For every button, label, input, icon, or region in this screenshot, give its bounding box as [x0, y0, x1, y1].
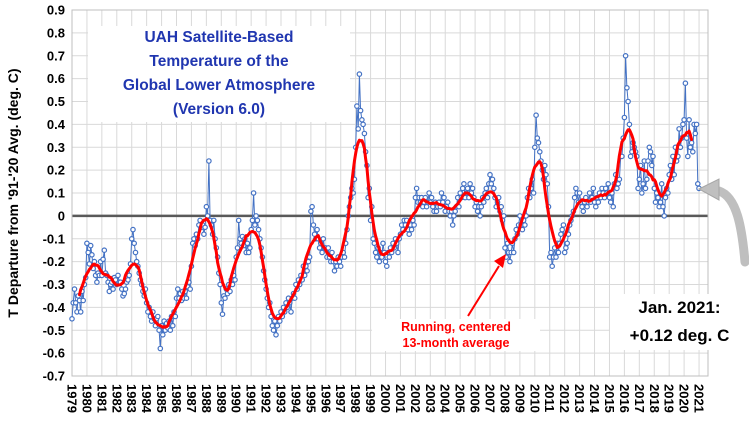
svg-text:1992: 1992 [259, 384, 274, 413]
latest-value-annotation: Jan. 2021: +0.12 deg. C [610, 294, 749, 350]
svg-text:1982: 1982 [109, 384, 124, 413]
svg-text:2003: 2003 [423, 384, 438, 413]
svg-text:2001: 2001 [393, 384, 408, 413]
svg-text:1980: 1980 [79, 384, 94, 413]
svg-text:1987: 1987 [184, 384, 199, 413]
svg-text:2006: 2006 [468, 384, 483, 413]
svg-text:-0.7: -0.7 [43, 369, 65, 384]
svg-text:1991: 1991 [244, 384, 259, 413]
svg-text:-0.2: -0.2 [43, 254, 65, 269]
svg-text:2018: 2018 [647, 384, 662, 413]
svg-text:1996: 1996 [318, 384, 333, 413]
svg-text:1981: 1981 [94, 384, 109, 413]
svg-text:2014: 2014 [587, 384, 602, 414]
svg-text:-0.5: -0.5 [43, 323, 65, 338]
svg-text:1988: 1988 [199, 384, 214, 413]
svg-text:2007: 2007 [483, 384, 498, 413]
svg-text:0.6: 0.6 [47, 71, 65, 86]
svg-text:1997: 1997 [333, 384, 348, 413]
svg-text:0.4: 0.4 [47, 117, 66, 132]
svg-text:2021: 2021 [692, 384, 707, 413]
running-average-line [78, 128, 694, 329]
latest-value-annotation-line1: Jan. 2021: [638, 298, 721, 317]
svg-text:1985: 1985 [154, 384, 169, 413]
svg-text:2013: 2013 [572, 384, 587, 413]
svg-text:1986: 1986 [169, 384, 184, 413]
svg-text:-0.4: -0.4 [43, 300, 66, 315]
svg-text:2015: 2015 [602, 384, 617, 413]
svg-text:1993: 1993 [274, 384, 289, 413]
axes-and-tick-labels: -0.7 -0.6 -0.5 -0.4 -0.3 -0.2 -0.1 0 0.1 0.2 0.3 0.… [43, 3, 709, 414]
svg-text:2009: 2009 [512, 384, 527, 413]
svg-text:2004: 2004 [438, 384, 453, 414]
chart-title-line3: Global Lower Atmosphere [122, 77, 316, 94]
svg-text:2000: 2000 [378, 384, 393, 413]
svg-text:1998: 1998 [348, 384, 363, 413]
svg-text:1984: 1984 [139, 384, 154, 414]
chart-title-line4: (Version 6.0) [172, 101, 266, 118]
svg-text:0.1: 0.1 [47, 186, 65, 201]
annotation-arrow [467, 254, 506, 317]
svg-text:0.9: 0.9 [47, 3, 65, 18]
svg-text:2002: 2002 [408, 384, 423, 413]
svg-text:2011: 2011 [542, 384, 557, 412]
svg-text:2017: 2017 [632, 384, 647, 413]
svg-text:1994: 1994 [288, 384, 303, 414]
running-average-series [78, 128, 694, 329]
latest-value-arrow-icon [697, 178, 749, 267]
svg-text:0.8: 0.8 [47, 25, 65, 40]
svg-text:1979: 1979 [65, 384, 80, 413]
svg-text:1999: 1999 [363, 384, 378, 413]
svg-text:2008: 2008 [497, 384, 512, 413]
svg-text:2019: 2019 [662, 384, 677, 413]
svg-text:2010: 2010 [527, 384, 542, 413]
svg-text:1989: 1989 [214, 384, 229, 413]
svg-text:1983: 1983 [124, 384, 139, 413]
svg-text:1995: 1995 [303, 384, 318, 413]
svg-text:2005: 2005 [453, 384, 468, 413]
running-average-annotation: Running, centered 13-month average [372, 319, 540, 351]
svg-text:2020: 2020 [677, 384, 692, 413]
svg-text:2012: 2012 [557, 384, 572, 413]
running-average-annotation-line1: Running, centered [401, 320, 511, 334]
svg-text:0.7: 0.7 [47, 48, 65, 63]
svg-text:0.3: 0.3 [47, 140, 65, 155]
svg-text:-0.1: -0.1 [43, 231, 65, 246]
svg-text:0.5: 0.5 [47, 94, 65, 109]
svg-text:2016: 2016 [617, 384, 632, 413]
latest-value-annotation-line2: +0.12 deg. C [629, 326, 730, 345]
y-axis-label: T Departure from '91-'20 Avg. (deg. C) [5, 68, 21, 318]
chart-title-line2: Temperature of the [149, 53, 289, 70]
svg-text:0.2: 0.2 [47, 163, 65, 178]
svg-text:0: 0 [58, 208, 65, 223]
svg-text:1990: 1990 [229, 384, 244, 413]
chart-title: UAH Satellite-Based Temperature of the G… [88, 26, 350, 122]
svg-text:-0.6: -0.6 [43, 346, 65, 361]
svg-text:-0.3: -0.3 [43, 277, 65, 292]
running-average-annotation-line2: 13-month average [402, 336, 510, 350]
chart-title-line1: UAH Satellite-Based [144, 29, 294, 46]
